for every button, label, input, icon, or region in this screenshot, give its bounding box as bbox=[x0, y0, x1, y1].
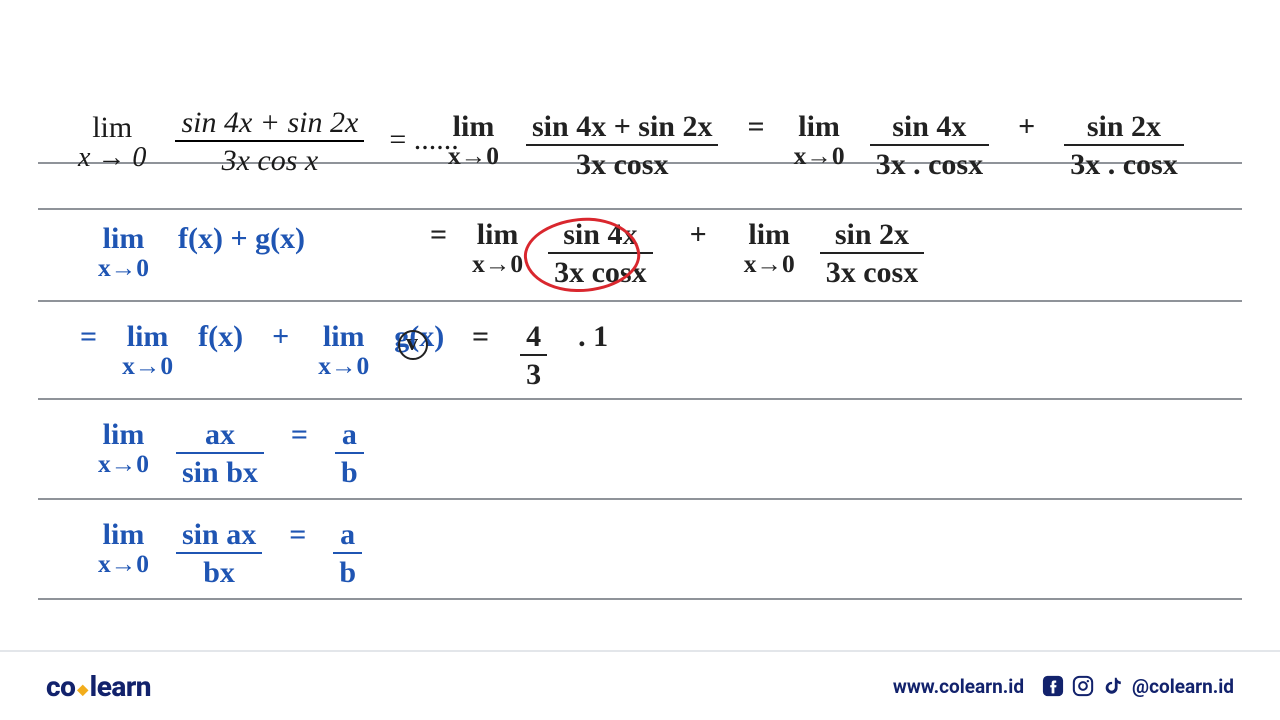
hw-xto0-3: x→0 bbox=[472, 251, 523, 278]
handwriting-rule-sum: = lim x→0 f(x) + lim x→0 g(x) bbox=[80, 320, 444, 379]
hw-plus-2: + bbox=[690, 218, 707, 251]
whiteboard-canvas: lim x → 0 sin 4x + sin 2x 3x cos x = ...… bbox=[0, 0, 1280, 720]
hw-r2-rden: b bbox=[339, 556, 356, 589]
handwriting-rule-sinax-bx: lim x→0 sin ax bx = a b bbox=[98, 518, 362, 590]
hw-xto0-4: x→0 bbox=[744, 251, 795, 278]
handwriting-rule-fg: lim x→0 f(x) + g(x) bbox=[98, 222, 305, 281]
footer-url: www.colearn.id bbox=[893, 675, 1024, 698]
logo-learn: learn bbox=[90, 670, 151, 703]
ruled-line bbox=[38, 598, 1242, 600]
hw-blue-xto0-5: x→0 bbox=[98, 551, 149, 578]
hw-r1-rden: b bbox=[341, 456, 358, 489]
handwriting-line-1: lim x→0 sin 4x + sin 2x 3x cosx = lim x→… bbox=[448, 110, 1184, 182]
hw-blue-eq: = bbox=[80, 320, 97, 353]
hw-plus-1: + bbox=[1018, 110, 1035, 143]
hw-blue-lim-4: lim bbox=[103, 419, 145, 451]
hw-eq-3: = bbox=[472, 320, 489, 353]
hw-res-num: 4 bbox=[526, 320, 541, 353]
colearn-logo: co◆learn bbox=[46, 670, 151, 703]
hw-xto0: x→0 bbox=[448, 143, 499, 170]
hw-l2-t2-den: 3x cosx bbox=[826, 256, 919, 289]
hw-res-den: 3 bbox=[526, 358, 541, 391]
hw-r2-num: sin ax bbox=[182, 518, 256, 551]
hw-r1-num: ax bbox=[205, 418, 235, 451]
tiktok-icon bbox=[1102, 675, 1124, 697]
hw-r2-den: bx bbox=[203, 556, 235, 589]
hw-r1-den: sin bx bbox=[182, 456, 258, 489]
printed-lim: lim bbox=[92, 112, 132, 144]
hw-t1-num: sin 4x bbox=[892, 110, 966, 143]
handwriting-line-2: = lim x→0 sin 4x 3x cosx + lim x→0 sin 2… bbox=[430, 218, 924, 290]
social-icons: @colearn.id bbox=[1042, 675, 1234, 698]
hw-blue-lim-5: lim bbox=[103, 519, 145, 551]
hw-blue-eq-2: = bbox=[291, 418, 308, 451]
hw-r2-rnum: a bbox=[340, 518, 355, 551]
ruled-line bbox=[38, 208, 1242, 210]
printed-expression: lim x → 0 sin 4x + sin 2x 3x cos x = ...… bbox=[78, 106, 459, 178]
hw-eq-1: = bbox=[747, 110, 764, 143]
logo-co: co bbox=[46, 670, 75, 703]
footer-handle: @colearn.id bbox=[1132, 675, 1234, 698]
hw-blue-fx: f(x) bbox=[198, 320, 243, 353]
printed-denominator: 3x cos x bbox=[175, 142, 364, 178]
footer: co◆learn www.colearn.id @colearn.id bbox=[0, 650, 1280, 720]
hw-blue-xto0-2: x→0 bbox=[122, 353, 173, 380]
hw-blue-plus: + bbox=[272, 320, 289, 353]
ruled-line bbox=[38, 300, 1242, 302]
check-v: v bbox=[406, 330, 418, 357]
hw-l2-t2-num: sin 2x bbox=[835, 218, 909, 251]
hw-blue-xto0-1: x→0 bbox=[98, 255, 149, 282]
facebook-icon bbox=[1042, 675, 1064, 697]
handwriting-rule-ax-sinbx: lim x→0 ax sin bx = a b bbox=[98, 418, 364, 490]
logo-dot-icon: ◆ bbox=[75, 682, 89, 698]
handwriting-result: = 4 3 . 1 bbox=[472, 320, 608, 392]
hw-blue-xto0-4: x→0 bbox=[98, 451, 149, 478]
printed-numerator: sin 4x + sin 2x bbox=[175, 106, 364, 142]
hw-eq-2: = bbox=[430, 218, 447, 251]
hw-blue-eq-3: = bbox=[289, 518, 306, 551]
footer-right: www.colearn.id @colearn.id bbox=[893, 675, 1234, 698]
hw-blue-lim-2: lim bbox=[127, 321, 169, 353]
hw-blue-lim-3: lim bbox=[323, 321, 365, 353]
instagram-icon bbox=[1072, 675, 1094, 697]
hw-t2-num: sin 2x bbox=[1087, 110, 1161, 143]
ruled-line bbox=[38, 398, 1242, 400]
hw-l1-num: sin 4x + sin 2x bbox=[532, 110, 712, 143]
hw-blue-fg: f(x) + g(x) bbox=[178, 222, 305, 255]
hw-lim-2: lim bbox=[798, 111, 840, 143]
hw-t1-den: 3x . cosx bbox=[876, 148, 984, 181]
ruled-line bbox=[38, 498, 1242, 500]
hw-lim: lim bbox=[453, 111, 495, 143]
printed-lim-sub: x → 0 bbox=[78, 143, 146, 172]
hw-r1-rnum: a bbox=[342, 418, 357, 451]
hw-l1-den: 3x cosx bbox=[576, 148, 669, 181]
hw-blue-xto0-3: x→0 bbox=[318, 353, 369, 380]
hw-res-mul: . 1 bbox=[578, 320, 608, 353]
hw-t2-den: 3x . cosx bbox=[1070, 148, 1178, 181]
hw-lim-3: lim bbox=[477, 219, 519, 251]
hw-lim-4: lim bbox=[748, 219, 790, 251]
hw-xto0-2: x→0 bbox=[794, 143, 845, 170]
hw-blue-lim-1: lim bbox=[103, 223, 145, 255]
